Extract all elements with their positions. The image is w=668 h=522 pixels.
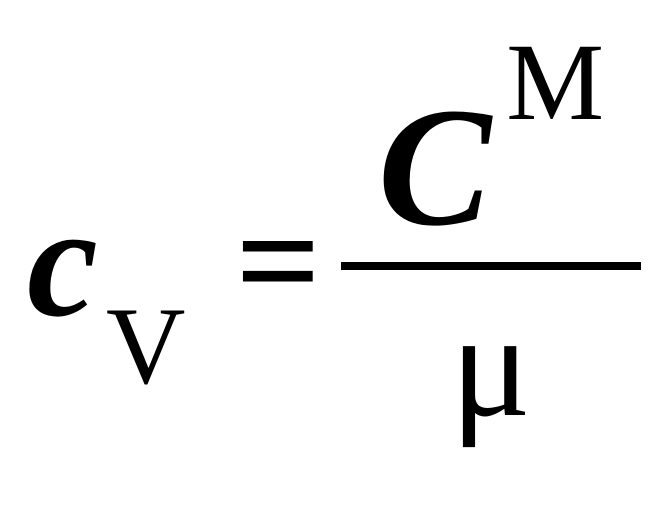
fraction: C M μ xyxy=(341,82,641,440)
numerator: C M xyxy=(358,82,624,262)
equals-sign: = xyxy=(235,186,320,336)
lhs-subscript: V xyxy=(106,291,185,401)
denominator-variable: μ xyxy=(451,282,531,448)
lhs-variable: c xyxy=(27,181,98,341)
fraction-line xyxy=(341,262,641,270)
lhs: c V xyxy=(27,181,185,341)
numerator-variable: C xyxy=(378,82,491,252)
numerator-superscript: M xyxy=(506,27,604,137)
equation: c V = C M μ xyxy=(27,82,641,440)
denominator: μ xyxy=(451,270,531,440)
